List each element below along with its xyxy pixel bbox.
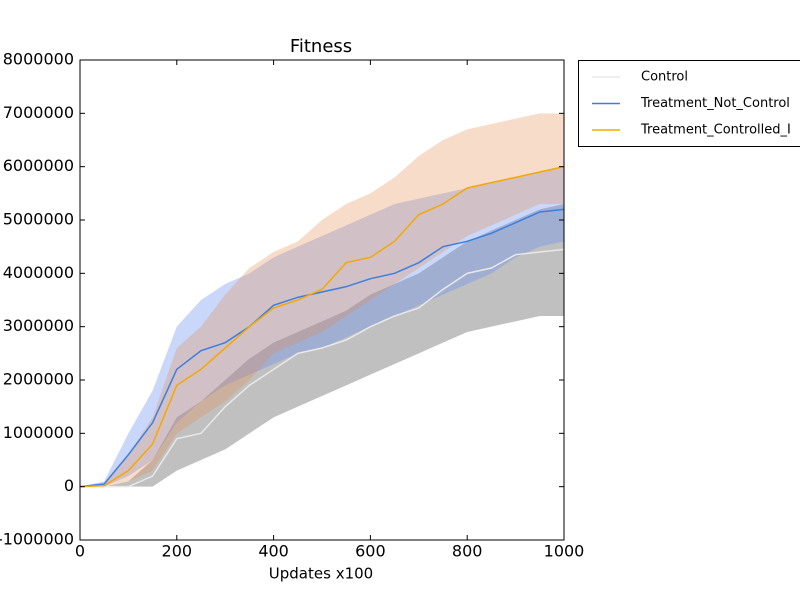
x-tick-label: 600 <box>355 542 386 561</box>
legend: Control Treatment_Not_Control Treatment_Co… <box>578 60 800 147</box>
series-line <box>79 208 565 488</box>
y-tick-label: 6000000 <box>3 156 74 175</box>
series-line <box>80 248 565 488</box>
y-tick-label: 4000000 <box>3 263 74 282</box>
x-tick-label: 1000 <box>544 542 585 561</box>
legend-label: Treatment_Controlled_I <box>640 123 791 138</box>
x-tick-label: 0 <box>75 542 85 561</box>
x-tick-label: 400 <box>258 542 289 561</box>
x-tick-label: 800 <box>452 542 483 561</box>
plot-frame <box>79 59 565 541</box>
confidence-band <box>80 204 564 487</box>
y-tick-label: 2000000 <box>3 370 74 389</box>
y-tick-label: 1000000 <box>3 423 74 442</box>
y-tick-label: 5000000 <box>3 210 74 229</box>
y-tick-label: 7000000 <box>3 103 74 122</box>
series-line <box>79 165 565 488</box>
legend-label: Control <box>641 70 688 85</box>
x-axis-label: Updates x100 <box>269 565 373 583</box>
x-tick-label: 200 <box>162 542 193 561</box>
chart-title: Fitness <box>290 36 352 57</box>
y-tick-label: -1000000 <box>0 530 74 549</box>
confidence-band <box>80 113 564 487</box>
y-tick-label: 3000000 <box>3 316 74 335</box>
y-tick-label: 8000000 <box>3 50 74 69</box>
y-tick-label: 0 <box>64 476 74 495</box>
legend-label: Treatment_Not_Control <box>640 96 790 111</box>
